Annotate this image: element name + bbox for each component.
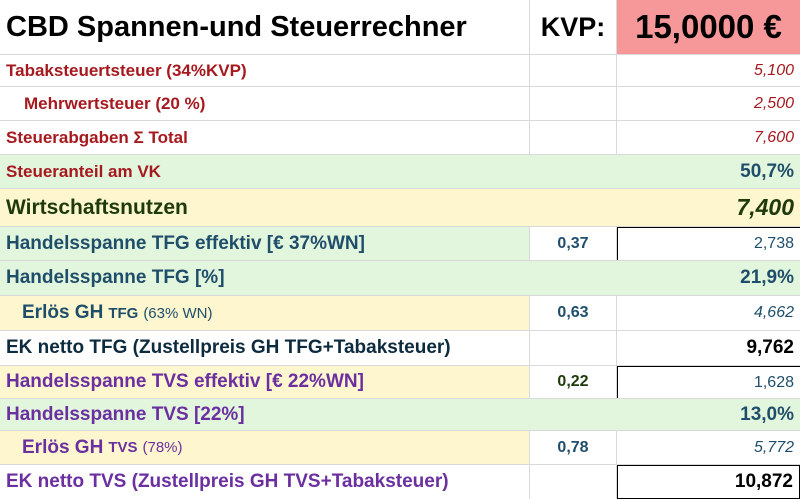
- kvp-value[interactable]: 15,0000 €: [617, 0, 800, 54]
- table-row: Handelsspanne TFG [%] 21,9%: [0, 261, 800, 296]
- row-value[interactable]: 7,600: [753, 128, 794, 146]
- row-label-note: (78%): [142, 439, 183, 456]
- row-label[interactable]: EK netto TFG (Zustellpreis GH TFG+Tabaks…: [0, 331, 530, 365]
- row-label[interactable]: Handelsspanne TFG effektiv [€ 37%WN]: [0, 227, 530, 260]
- table-row: EK netto TFG (Zustellpreis GH TFG+Tabaks…: [0, 331, 800, 366]
- row-factor[interactable]: 0,22: [530, 366, 617, 398]
- row-label-small: TFG: [108, 304, 139, 322]
- row-label: Erlös GH: [22, 302, 104, 323]
- row-label[interactable]: EK netto TVS (Zustellpreis GH TVS+Tabaks…: [0, 465, 530, 499]
- row-value[interactable]: 50,7%: [740, 160, 794, 182]
- row-label[interactable]: Handelsspanne TFG [%]: [6, 267, 225, 288]
- row-factor[interactable]: 0,63: [530, 296, 617, 330]
- table-row: Mehrwertsteuer (20 %) 2,500: [0, 87, 800, 121]
- row-label[interactable]: Wirtschaftsnutzen: [6, 195, 188, 219]
- row-value[interactable]: 5,100: [753, 61, 794, 79]
- row-factor[interactable]: [530, 465, 617, 499]
- kvp-label[interactable]: KVP:: [530, 0, 617, 54]
- row-merged: Handelsspanne TVS [22%] 13,0%: [0, 399, 800, 430]
- row-label[interactable]: Tabaksteuertsteuer (34%KVP): [0, 55, 530, 86]
- row-value[interactable]: 1,628: [617, 366, 800, 398]
- row-value[interactable]: 9,762: [746, 337, 794, 358]
- sheet-title[interactable]: CBD Spannen-und Steuerrechner: [0, 0, 530, 54]
- row-label[interactable]: Handelsspanne TVS effektiv [€ 22%WN]: [0, 366, 530, 398]
- row-value[interactable]: 2,738: [617, 227, 800, 260]
- table-row: Wirtschaftsnutzen 7,400: [0, 189, 800, 227]
- row-label-cell[interactable]: Erlös GH TVS (78%): [0, 431, 530, 464]
- header-row: CBD Spannen-und Steuerrechner KVP: 15,00…: [0, 0, 800, 55]
- row-factor[interactable]: [530, 55, 617, 86]
- row-label-small: TVS: [108, 439, 138, 456]
- row-factor[interactable]: [530, 87, 617, 120]
- row-merged: Steueranteil am VK 50,7%: [0, 155, 800, 188]
- row-label[interactable]: Handelsspanne TVS [22%]: [6, 403, 245, 425]
- row-label-note: (63% WN): [143, 304, 213, 322]
- row-value[interactable]: 10,872: [617, 465, 800, 499]
- row-factor[interactable]: [530, 121, 617, 154]
- table-row: Steueranteil am VK 50,7%: [0, 155, 800, 189]
- row-merged: Wirtschaftsnutzen 7,400: [0, 189, 800, 226]
- row-factor[interactable]: 0,78: [530, 431, 617, 464]
- table-row: EK netto TVS (Zustellpreis GH TVS+Tabaks…: [0, 465, 800, 499]
- row-factor[interactable]: 0,37: [530, 227, 617, 260]
- row-value[interactable]: 2,500: [753, 94, 794, 112]
- row-label[interactable]: Mehrwertsteuer (20 %): [0, 87, 530, 120]
- row-value[interactable]: 7,400: [736, 194, 794, 220]
- row-factor[interactable]: [530, 331, 617, 365]
- row-label: Erlös GH: [22, 436, 104, 458]
- row-label-cell[interactable]: Erlös GH TFG (63% WN): [0, 296, 530, 330]
- row-value[interactable]: 5,772: [753, 438, 794, 456]
- table-row: Handelsspanne TVS effektiv [€ 22%WN] 0,2…: [0, 366, 800, 399]
- table-row: Handelsspanne TFG effektiv [€ 37%WN] 0,3…: [0, 227, 800, 261]
- row-label[interactable]: Steueranteil am VK: [6, 161, 161, 181]
- row-value[interactable]: 13,0%: [740, 403, 794, 425]
- row-label[interactable]: Steuerabgaben Σ Total: [0, 121, 530, 154]
- table-row: Steuerabgaben Σ Total 7,600: [0, 121, 800, 155]
- table-row: Erlös GH TVS (78%) 0,78 5,772: [0, 431, 800, 465]
- row-merged: Handelsspanne TFG [%] 21,9%: [0, 261, 800, 295]
- row-value[interactable]: 4,662: [753, 304, 794, 321]
- table-row: Erlös GH TFG (63% WN) 0,63 4,662: [0, 296, 800, 331]
- table-row: Handelsspanne TVS [22%] 13,0%: [0, 399, 800, 431]
- table-row: Tabaksteuertsteuer (34%KVP) 5,100: [0, 55, 800, 87]
- row-value[interactable]: 21,9%: [740, 267, 794, 288]
